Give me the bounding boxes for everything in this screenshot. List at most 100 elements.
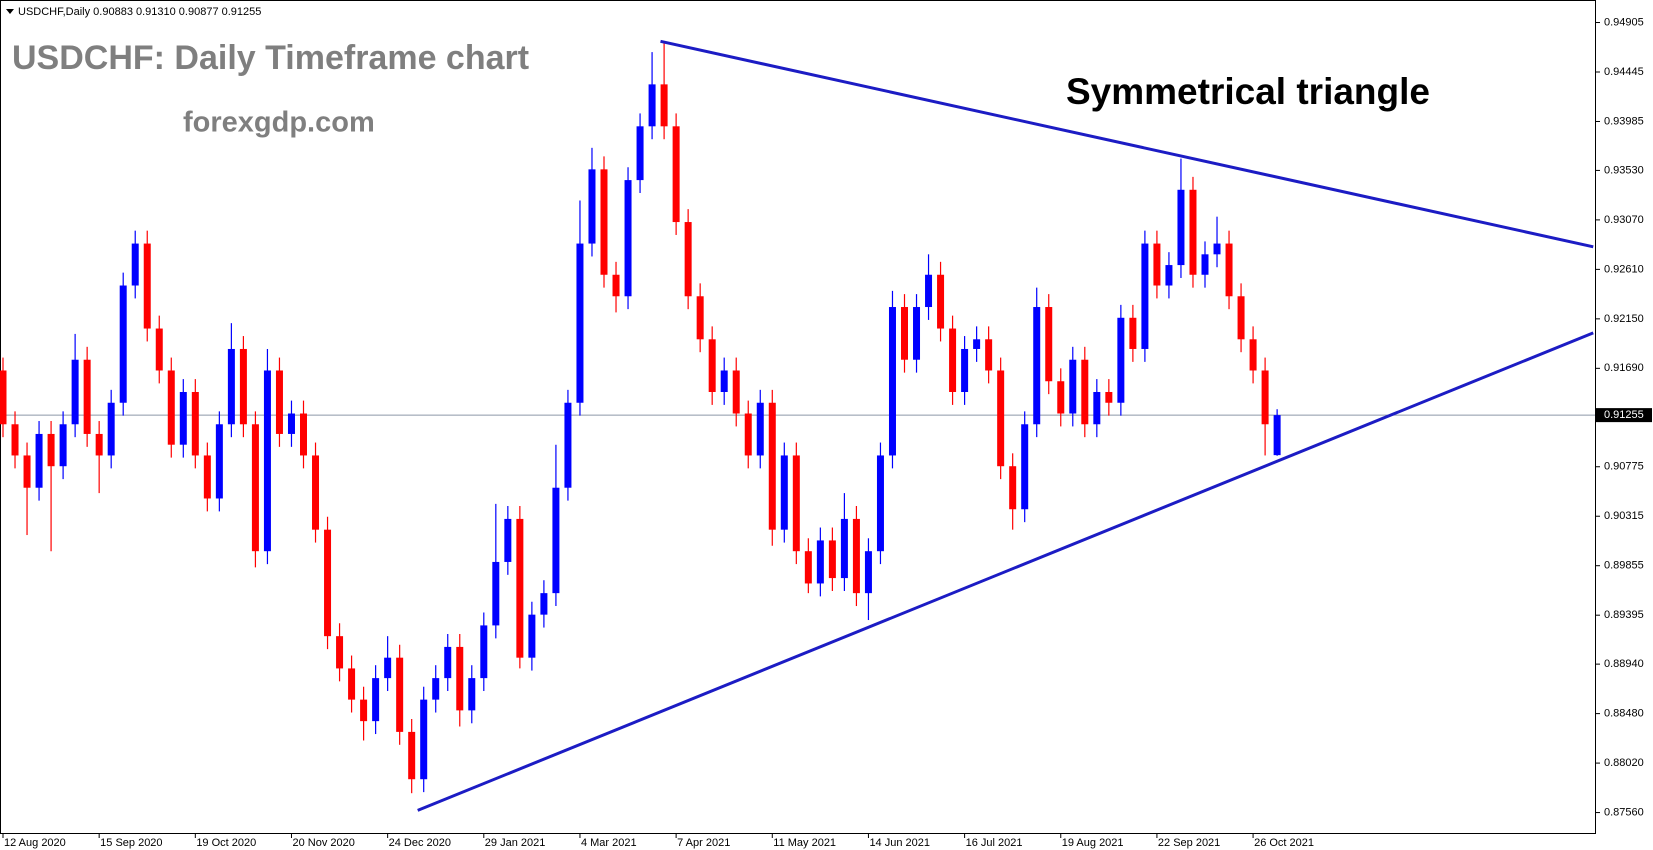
candle-body — [1189, 189, 1197, 275]
candle-body — [119, 285, 127, 403]
candle-body — [1105, 391, 1113, 403]
candle-body — [35, 433, 43, 488]
candle-body — [1081, 359, 1089, 425]
candle-body — [1177, 189, 1185, 266]
y-tick-label: 0.94905 — [1604, 16, 1644, 28]
candle-body — [0, 370, 7, 425]
x-tick-label: 12 Aug 2020 — [4, 837, 66, 849]
candle-body — [432, 678, 440, 700]
candle-body — [1009, 466, 1017, 510]
candle-body — [612, 274, 620, 297]
candle-body — [684, 222, 692, 297]
candle-body — [408, 731, 416, 780]
candle-body — [1093, 391, 1101, 425]
x-tick-label: 20 Nov 2020 — [292, 837, 354, 849]
y-tick-label: 0.89855 — [1604, 560, 1644, 572]
candle-body — [1117, 317, 1125, 403]
candle-body — [300, 413, 307, 456]
y-tick-label: 0.93530 — [1604, 164, 1644, 176]
candle-body — [937, 274, 945, 329]
candle-body — [876, 455, 884, 552]
candle-body — [239, 348, 247, 425]
candle-body — [1021, 424, 1029, 510]
candle-body — [540, 593, 548, 615]
annotation: Symmetrical triangle — [1066, 71, 1430, 112]
candle-body — [516, 518, 524, 658]
candle-body — [901, 307, 908, 360]
x-tick-label: 19 Aug 2021 — [1062, 837, 1124, 849]
candle-body — [167, 370, 175, 445]
candle-body — [1069, 359, 1077, 414]
candle-body — [155, 328, 163, 371]
y-tick-label: 0.92150 — [1604, 313, 1644, 325]
candle-body — [107, 402, 115, 456]
candle-body — [1201, 254, 1209, 275]
y-tick-label: 0.88020 — [1604, 757, 1644, 769]
candle-body — [1273, 415, 1281, 456]
candle-body — [263, 370, 271, 552]
candle-body — [384, 657, 392, 679]
y-tick-label: 0.89395 — [1604, 609, 1644, 621]
x-tick-label: 22 Sep 2021 — [1158, 837, 1220, 849]
y-tick-label: 0.92610 — [1604, 263, 1644, 275]
candle-body — [840, 518, 848, 579]
candle-body — [552, 487, 560, 594]
candle-body — [504, 518, 512, 562]
x-tick-label: 7 Apr 2021 — [677, 837, 730, 849]
candle-body — [696, 296, 704, 340]
candle-body — [997, 370, 1005, 467]
candle-body — [636, 126, 644, 181]
header-icon — [6, 9, 14, 14]
candle-body — [251, 424, 259, 552]
candle-body — [372, 678, 380, 722]
candle-body — [961, 348, 969, 392]
candle-body — [624, 180, 632, 297]
y-tick-label: 0.88480 — [1604, 708, 1644, 720]
candle-body — [925, 274, 933, 308]
x-tick-label: 14 Jun 2021 — [869, 837, 930, 849]
candle-body — [648, 84, 656, 127]
candle-body — [576, 243, 584, 403]
y-tick-label: 0.91690 — [1604, 362, 1644, 374]
candle-body — [420, 699, 428, 780]
x-tick-label: 24 Dec 2020 — [389, 837, 451, 849]
candle-body — [1141, 243, 1149, 349]
candle-body — [708, 339, 716, 392]
candle-body — [1153, 243, 1161, 286]
candle-body — [227, 348, 235, 425]
candle-body — [324, 529, 332, 637]
x-tick-label: 19 Oct 2020 — [196, 837, 256, 849]
candle-body — [1057, 381, 1065, 414]
candle-body — [480, 625, 488, 679]
x-tick-label: 26 Oct 2021 — [1254, 837, 1314, 849]
candle-body — [888, 307, 896, 456]
x-tick-label: 16 Jul 2021 — [966, 837, 1023, 849]
candle-body — [95, 433, 103, 456]
current-price-box — [1596, 408, 1652, 423]
candle-body — [360, 699, 368, 722]
candle-body — [1165, 265, 1173, 286]
candle-body — [47, 433, 55, 467]
candle-body — [985, 339, 993, 371]
candle-body — [973, 339, 981, 349]
candle-body — [131, 243, 139, 286]
chart-header: USDCHF,Daily 0.90883 0.91310 0.90877 0.9… — [18, 6, 261, 18]
candle-body — [336, 636, 344, 669]
candle-body — [396, 657, 404, 732]
candle-body — [71, 359, 79, 425]
candle-body — [444, 646, 452, 679]
candle-body — [143, 243, 151, 329]
candle-body — [1129, 317, 1137, 349]
x-tick-label: 4 Mar 2021 — [581, 837, 637, 849]
candle-body — [456, 646, 464, 711]
candle-body — [828, 540, 836, 579]
candle-body — [528, 614, 536, 658]
candles — [0, 41, 1281, 794]
candle-body — [1045, 307, 1053, 382]
candle-body — [720, 370, 728, 392]
candle-body — [215, 424, 223, 499]
y-tick-label: 0.88940 — [1604, 658, 1644, 670]
candle-body — [732, 370, 740, 414]
candle-body — [83, 359, 91, 434]
